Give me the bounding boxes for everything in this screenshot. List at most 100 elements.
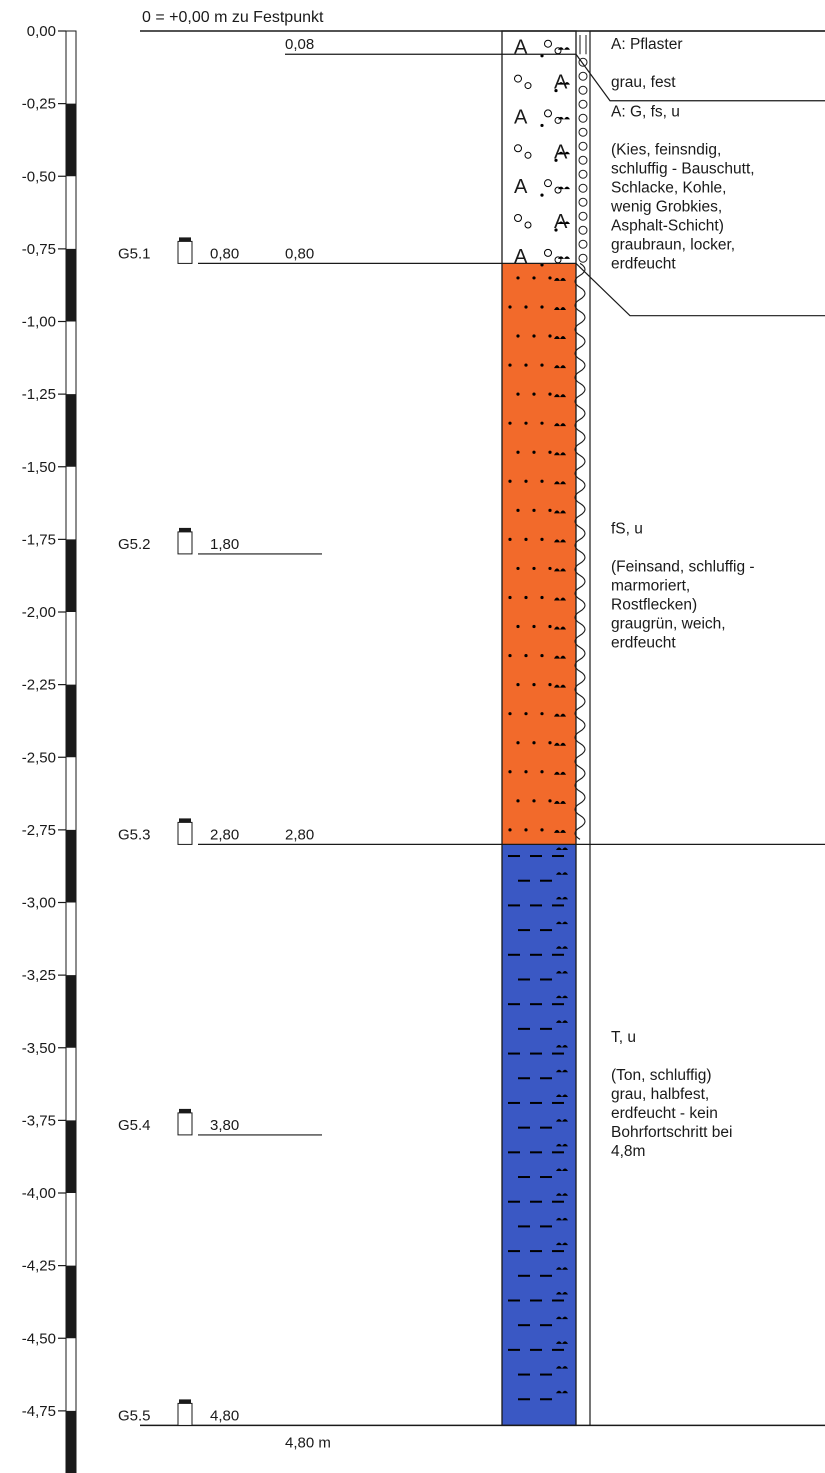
fill-strip-symbol xyxy=(578,183,588,193)
fill-strip-symbol xyxy=(578,197,588,207)
asphalt-symbol: A xyxy=(514,176,528,198)
description-line: A: Pflaster xyxy=(611,36,683,53)
sand-dot xyxy=(540,421,544,425)
description-line: (Feinsand, schluffig - xyxy=(611,559,755,576)
description-line: erdfeucht xyxy=(611,635,676,652)
fill-strip-symbol xyxy=(578,225,588,235)
silt-mark xyxy=(556,1069,568,1073)
silt-mark xyxy=(556,1242,568,1246)
sand-dot xyxy=(524,537,528,541)
scale-label: -4,00 xyxy=(22,1185,56,1202)
sand-dot xyxy=(540,653,544,658)
sand-dot xyxy=(516,450,520,454)
gravel-symbol xyxy=(554,116,562,124)
fill-strip-symbol xyxy=(578,113,588,123)
scale-label: -3,50 xyxy=(22,1040,56,1057)
sand-dot xyxy=(548,683,552,687)
description-line: grau, fest xyxy=(611,74,676,91)
scale-label: -3,75 xyxy=(22,1112,56,1129)
gravel-symbol xyxy=(524,221,532,229)
sand-dot xyxy=(540,595,544,600)
sand-strip-symbol xyxy=(574,262,586,840)
fill-strip-symbol xyxy=(578,85,588,95)
silt-mark xyxy=(556,1143,568,1147)
sand-dot xyxy=(516,392,520,396)
sand-dot xyxy=(524,828,528,832)
description-line: A: G, fs, u xyxy=(611,104,680,121)
sample-id: G5.4 xyxy=(118,1117,151,1134)
silt-mark xyxy=(556,896,568,900)
sand-dot xyxy=(508,479,512,483)
sample-jar-icon xyxy=(177,531,193,555)
scale-segment xyxy=(66,975,76,1048)
silt-mark xyxy=(556,1341,568,1344)
silt-mark xyxy=(556,970,568,974)
silt-mark xyxy=(554,684,566,688)
description-line: erdfeucht - kein xyxy=(611,1105,718,1122)
scale-segment xyxy=(66,1410,76,1473)
scale-label: -4,50 xyxy=(22,1330,56,1347)
scale-label: 0,00 xyxy=(27,23,56,40)
silt-mark xyxy=(554,336,566,340)
sample-jar-icon xyxy=(177,1402,193,1426)
silt-mark xyxy=(556,1390,568,1394)
sand-dot xyxy=(516,741,520,745)
silt-mark xyxy=(556,1217,568,1221)
silt-mark xyxy=(556,1316,568,1320)
sample-jar-lid-icon xyxy=(179,1108,191,1113)
description-line: 4,8m xyxy=(611,1143,645,1160)
sand-dot xyxy=(516,566,520,571)
scale-segment xyxy=(66,103,76,177)
sample-markers: G5.1 0,80 G5.2 1,80 G5.3 2,80 G5.4 3,80 G5.5 4,80 xyxy=(118,237,322,1426)
sand-dot xyxy=(516,276,520,280)
fill-strip-symbol xyxy=(578,127,588,137)
sand-dot xyxy=(516,508,520,512)
fill-strip-symbol xyxy=(578,141,588,151)
silt-mark xyxy=(558,116,570,120)
scale-label: -0,50 xyxy=(22,168,56,185)
gravel-symbol xyxy=(544,179,552,188)
silt-mark xyxy=(554,597,566,601)
description-line: (Kies, feinsndig, xyxy=(611,142,721,159)
boundary-depth-label: 2,80 xyxy=(285,826,314,843)
fill-strip-symbol xyxy=(578,57,588,67)
silt-mark xyxy=(554,626,566,630)
silt-mark xyxy=(556,1045,568,1048)
sample-id: G5.5 xyxy=(118,1407,151,1424)
final-depth-label: 4,80 m xyxy=(285,1434,331,1451)
silt-mark xyxy=(558,256,570,259)
fill-strip-symbol xyxy=(578,71,588,81)
sample-depth-label: 3,80 xyxy=(210,1117,239,1134)
sand-dot xyxy=(540,263,544,267)
description-line: erdfeucht xyxy=(611,256,676,273)
silt-mark xyxy=(554,277,566,281)
sand-dot xyxy=(508,421,512,425)
sand-dot xyxy=(548,741,552,745)
layer-descriptions: A: Pflaster grau, fest A: G, fs, u (Kies, f… xyxy=(610,36,755,1160)
scale-label: -3,25 xyxy=(22,967,56,984)
sand-dot xyxy=(516,334,520,338)
sand-dot xyxy=(524,595,528,600)
silt-mark xyxy=(554,394,566,398)
fill-strip-symbol xyxy=(578,253,588,263)
sand-dot xyxy=(548,799,552,803)
scale-label: -3,00 xyxy=(22,895,56,912)
description-line: schluffig - Bauschutt, xyxy=(611,161,755,178)
silt-mark xyxy=(554,481,566,485)
silt-mark xyxy=(554,771,566,775)
silt-mark xyxy=(554,539,566,543)
sand-dot xyxy=(548,450,552,454)
silt-mark xyxy=(554,742,566,746)
gravel-symbol xyxy=(554,186,562,194)
sand-dot xyxy=(548,334,552,338)
sample-id: G5.1 xyxy=(118,245,151,262)
fill-strip-symbol xyxy=(578,99,588,109)
sample-jar-lid-icon xyxy=(179,237,191,242)
sand-dot xyxy=(524,712,528,716)
sand-dot xyxy=(554,88,558,93)
gravel-symbol xyxy=(544,248,552,257)
sand-dot xyxy=(508,305,512,309)
sample-depth-label: 2,80 xyxy=(210,826,239,843)
sand-dot xyxy=(540,54,544,58)
sand-dot xyxy=(532,624,536,629)
